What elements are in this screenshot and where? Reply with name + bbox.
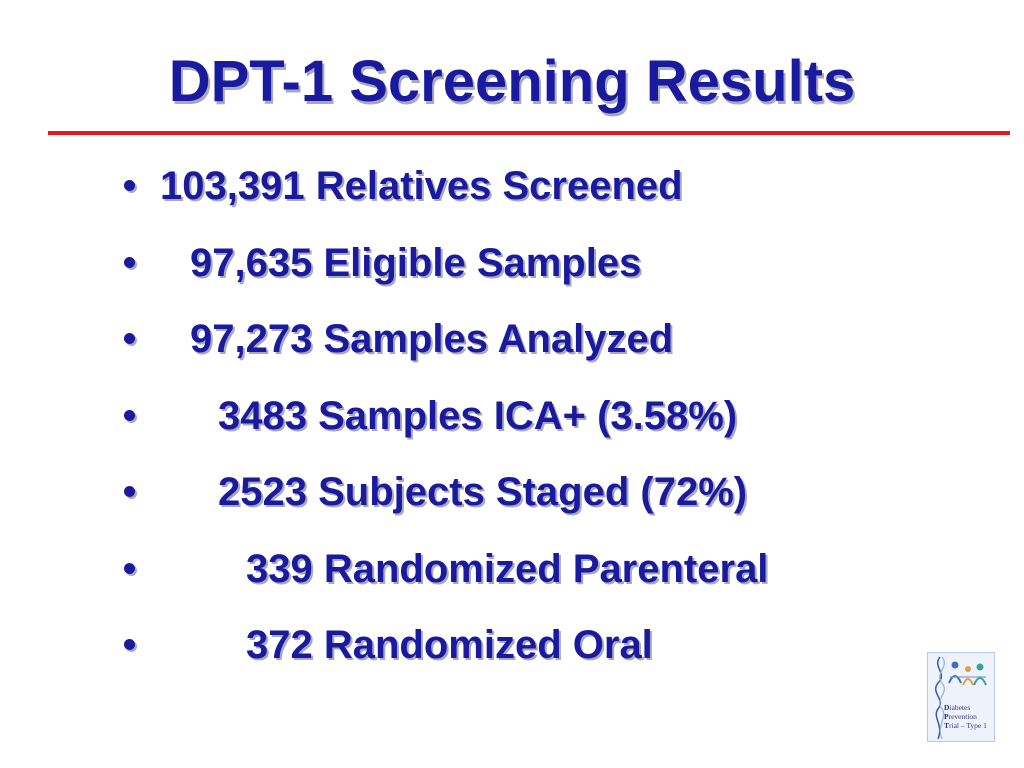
bullet-item: 372 Randomized Oral (0, 623, 1024, 706)
bullet-dot-icon (124, 486, 135, 497)
bullet-list: 103,391 Relatives Screened 97,635 Eligib… (0, 164, 1024, 706)
logo-wordmark: Diabetes Prevention Trial – Type 1 (944, 703, 987, 730)
bullet-text: 97,635 Eligible Samples (190, 240, 642, 285)
bullet-text: 103,391 Relatives Screened (160, 164, 683, 208)
bullet-dot-icon (124, 180, 135, 191)
title-underline-rule (48, 131, 1010, 135)
bullet-text: 97,273 Samples Analyzed (190, 317, 674, 361)
bullet-item: 103,391 Relatives Screened (0, 164, 1024, 247)
family-figures-icon (928, 653, 994, 741)
bullet-dot-icon (124, 256, 135, 268)
bullet-item: 97,273 Samples Analyzed (0, 317, 1024, 400)
bullet-text: 3483 Samples ICA+ (3.58%) (218, 393, 738, 438)
bullet-item: 3483 Samples ICA+ (3.58%) (0, 394, 1024, 477)
bullet-text: 372 Randomized Oral (246, 623, 653, 667)
bullet-item: 97,635 Eligible Samples (0, 241, 1024, 324)
bullet-dot-icon (124, 562, 135, 574)
bullet-dot-icon (124, 409, 135, 421)
bullet-dot-icon (124, 639, 135, 650)
bullet-item: 2523 Subjects Staged (72%) (0, 470, 1024, 553)
slide-title: DPT-1 Screening Results (168, 49, 856, 114)
bullet-dot-icon (124, 333, 135, 344)
dpt1-logo: Diabetes Prevention Trial – Type 1 (927, 652, 995, 742)
bullet-item: 339 Randomized Parenteral (0, 547, 1024, 630)
bullet-text: 2523 Subjects Staged (72%) (218, 470, 748, 514)
bullet-text: 339 Randomized Parenteral (246, 546, 769, 591)
